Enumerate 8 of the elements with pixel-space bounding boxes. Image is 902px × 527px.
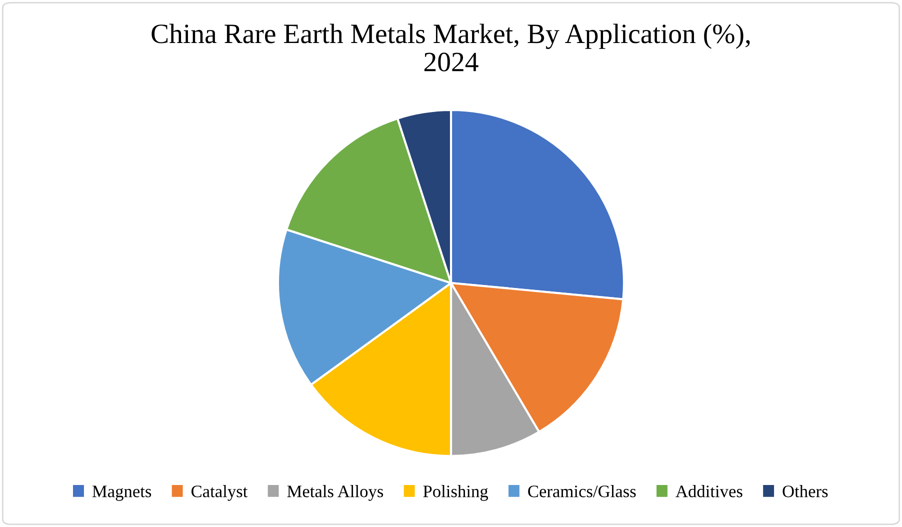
legend-label: Polishing	[423, 485, 488, 501]
legend-label: Magnets	[92, 486, 152, 501]
legend-label: Ceramics/Glass	[528, 485, 636, 498]
legend-label: Catalyst	[191, 485, 248, 501]
legend-label: Additives	[676, 485, 742, 498]
chart-title: China Rare Earth Metals Market, By Application (%), 2024	[152, 24, 750, 72]
legend-label: Metals Alloys	[287, 485, 384, 501]
legend-label: Others	[782, 485, 828, 498]
